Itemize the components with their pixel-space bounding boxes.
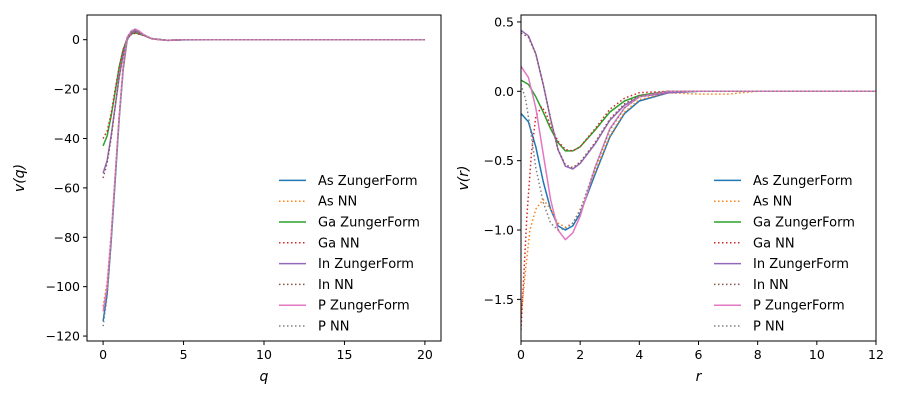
left-panel-v-of-q: 0 5 10 15 20 −120 −100 −80 −60 −40 −20 0 q v(q) As Zun… (12, 14, 442, 385)
legend: As ZungerForm As NN Ga ZungerForm Ga NN In Z… (714, 174, 855, 335)
series-line-in-nn (102, 31, 425, 179)
y-tick-label: −120 (46, 329, 80, 344)
x-tick-label: 4 (635, 347, 643, 362)
x-tick-label: 20 (417, 347, 433, 362)
series-line-p-nn (102, 29, 425, 327)
legend-entry: P NN (318, 320, 349, 335)
y-tick-label: −1.5 (484, 292, 514, 307)
y-tick-label: 0.0 (494, 84, 514, 99)
legend-entry: As NN (753, 195, 792, 210)
y-tick-label: 0 (72, 32, 80, 47)
x-tick-label: 2 (576, 347, 584, 362)
legend-entry: In ZungerForm (753, 257, 849, 272)
legend-entry: As ZungerForm (753, 174, 853, 189)
y-tick-label: −80 (54, 230, 80, 245)
series-line-ga-nn (521, 90, 876, 330)
x-tick-label: 8 (754, 347, 762, 362)
y-tick-label: 0.5 (494, 14, 514, 29)
legend: As ZungerForm As NN Ga ZungerForm Ga NN In Z… (279, 174, 420, 335)
legend-entry: Ga NN (318, 236, 360, 251)
x-axis-label: r (696, 369, 703, 385)
legend-entry: In NN (318, 278, 354, 293)
series-lines (102, 28, 425, 327)
y-tick-label: −20 (54, 82, 80, 97)
legend-entry: P NN (753, 320, 784, 335)
y-axis-label: v(r) (456, 166, 472, 191)
x-axis-label: q (260, 369, 269, 385)
legend-entry: As ZungerForm (318, 174, 418, 189)
y-tick-label: −60 (54, 180, 80, 195)
y-axis-label: v(q) (12, 164, 28, 192)
series-lines (521, 29, 876, 330)
y-tick-label: −0.5 (484, 153, 514, 168)
y-tick-label: −40 (54, 131, 80, 146)
legend-entry: Ga ZungerForm (318, 216, 420, 231)
legend-entry: In NN (753, 278, 789, 293)
y-tick-label: −1.0 (484, 223, 514, 238)
legend-entry: As NN (318, 195, 357, 210)
series-line-in-nn (521, 32, 876, 169)
series-line-p-nn (521, 84, 876, 231)
legend-entry: P ZungerForm (318, 299, 410, 314)
x-tick-label: 6 (695, 347, 703, 362)
legend-entry: Ga NN (753, 236, 795, 251)
x-tick-label: 0 (517, 347, 525, 362)
x-tick-label: 10 (256, 347, 272, 362)
x-tick-label: 12 (868, 347, 884, 362)
right-panel-v-of-r: 0 2 4 6 8 10 12 −1.5 −1.0 −0.5 0.0 0.5 r v(r) As Zunge… (456, 14, 884, 385)
legend-entry: P ZungerForm (753, 299, 845, 314)
x-tick-label: 0 (99, 347, 107, 362)
legend-entry: In ZungerForm (318, 257, 414, 272)
x-tick-label: 15 (337, 347, 353, 362)
x-tick-label: 5 (180, 347, 188, 362)
x-tick-label: 10 (809, 347, 825, 362)
legend-entry: Ga ZungerForm (753, 216, 855, 231)
y-tick-label: −100 (46, 279, 80, 294)
